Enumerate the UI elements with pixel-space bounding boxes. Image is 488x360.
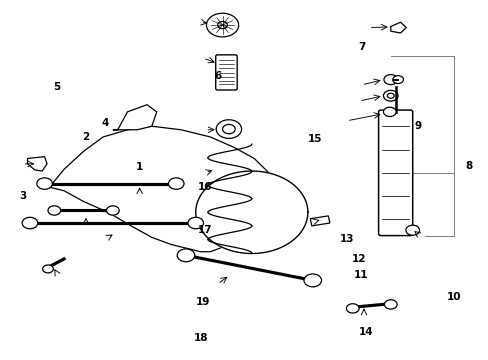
- Text: 11: 11: [353, 270, 368, 280]
- Text: 15: 15: [307, 134, 322, 144]
- Circle shape: [346, 304, 358, 313]
- Polygon shape: [390, 22, 406, 33]
- Circle shape: [383, 107, 395, 117]
- Text: 17: 17: [198, 225, 212, 235]
- Circle shape: [383, 90, 397, 101]
- FancyBboxPatch shape: [378, 110, 412, 235]
- Circle shape: [37, 178, 52, 189]
- Text: 16: 16: [198, 182, 212, 192]
- Text: 1: 1: [136, 162, 143, 172]
- Text: 6: 6: [214, 71, 221, 81]
- Polygon shape: [27, 157, 47, 171]
- Circle shape: [206, 13, 238, 37]
- Circle shape: [405, 225, 419, 235]
- Polygon shape: [310, 216, 329, 226]
- Polygon shape: [195, 171, 307, 253]
- Text: 12: 12: [351, 254, 366, 264]
- Circle shape: [384, 300, 396, 309]
- Text: 9: 9: [413, 121, 420, 131]
- Circle shape: [48, 206, 61, 215]
- Text: 8: 8: [464, 161, 471, 171]
- Text: 2: 2: [82, 132, 89, 142]
- Circle shape: [22, 217, 38, 229]
- Circle shape: [392, 76, 403, 84]
- Circle shape: [216, 120, 241, 138]
- Circle shape: [42, 265, 53, 273]
- Text: 18: 18: [193, 333, 207, 343]
- Circle shape: [187, 217, 203, 229]
- Text: 13: 13: [339, 234, 353, 244]
- Circle shape: [106, 206, 119, 215]
- Circle shape: [386, 93, 393, 98]
- Circle shape: [304, 274, 321, 287]
- Text: 19: 19: [196, 297, 210, 307]
- FancyBboxPatch shape: [215, 55, 237, 90]
- Circle shape: [168, 178, 183, 189]
- Text: 10: 10: [446, 292, 461, 302]
- Circle shape: [222, 125, 235, 134]
- Text: 7: 7: [357, 42, 365, 52]
- Circle shape: [177, 249, 194, 262]
- Text: 3: 3: [19, 191, 26, 201]
- Circle shape: [217, 22, 227, 29]
- Polygon shape: [113, 105, 157, 130]
- Polygon shape: [44, 126, 273, 252]
- Text: 14: 14: [358, 327, 373, 337]
- Circle shape: [383, 75, 397, 85]
- Text: 5: 5: [53, 82, 61, 92]
- Text: 4: 4: [102, 118, 109, 128]
